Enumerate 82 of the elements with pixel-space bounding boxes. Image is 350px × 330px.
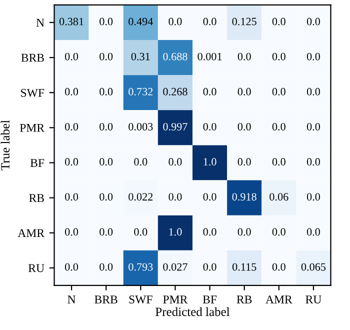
y-tick-label: N bbox=[36, 18, 44, 27]
data-label: 0.003 bbox=[128, 122, 153, 130]
data-label: 0.0 bbox=[272, 88, 286, 96]
data-label: 0.0 bbox=[100, 122, 113, 130]
y-tick-label: RB bbox=[29, 194, 44, 202]
data-label: 1.0 bbox=[169, 228, 182, 236]
data-label: 0.0 bbox=[306, 158, 320, 166]
data-label: 0.0 bbox=[100, 158, 113, 166]
y-tick-label: BF bbox=[30, 159, 44, 167]
data-label: 0.0 bbox=[65, 263, 78, 271]
data-label: 0.125 bbox=[232, 18, 256, 26]
data-label: 0.0 bbox=[100, 263, 113, 271]
data-label: 0.268 bbox=[163, 88, 188, 96]
data-label: 0.0 bbox=[272, 52, 286, 60]
data-label: 0.0 bbox=[168, 18, 182, 26]
data-label: 0.0 bbox=[65, 228, 78, 236]
data-label: 0.0 bbox=[100, 88, 113, 96]
data-label: 0.0 bbox=[100, 18, 113, 26]
data-label: 0.0 bbox=[65, 122, 78, 130]
data-label: 0.0 bbox=[272, 228, 286, 236]
data-label: 0.0 bbox=[168, 158, 182, 166]
data-label: 0.0 bbox=[272, 18, 286, 26]
y-tick-label: AMR bbox=[18, 229, 45, 237]
y-tick-label: SWF bbox=[21, 88, 44, 97]
data-label: 0.997 bbox=[163, 122, 188, 130]
x-axis-title: Predicted label bbox=[156, 307, 230, 316]
data-label: 0.0 bbox=[100, 52, 113, 60]
data-label: 0.0 bbox=[306, 122, 320, 130]
data-label: 0.0 bbox=[134, 228, 148, 236]
y-tick-label: BRB bbox=[21, 54, 44, 62]
data-label: 0.0 bbox=[65, 158, 78, 166]
data-label: 0.0 bbox=[100, 228, 113, 236]
data-label: 0.065 bbox=[301, 263, 326, 271]
x-tick-label: RB bbox=[236, 296, 252, 304]
data-label: 0.0 bbox=[272, 122, 286, 130]
y-axis-title: True label bbox=[0, 120, 10, 170]
x-tick-label: RU bbox=[306, 296, 322, 304]
data-label: 0.0 bbox=[272, 158, 286, 166]
y-tick-label: PMR bbox=[20, 124, 45, 132]
data-label: 0.0 bbox=[238, 52, 251, 60]
data-label: 0.0 bbox=[306, 88, 320, 96]
data-label: 0.494 bbox=[128, 18, 153, 26]
data-label: 0.0 bbox=[238, 228, 251, 236]
data-label: 1.0 bbox=[204, 158, 216, 166]
x-tick-label: SWF bbox=[129, 296, 152, 304]
x-tick-label: BF bbox=[202, 296, 217, 304]
data-label: 0.001 bbox=[198, 52, 222, 60]
data-label: 0.0 bbox=[203, 18, 216, 26]
data-label: 0.0 bbox=[306, 18, 320, 26]
data-label: 0.0 bbox=[203, 228, 216, 236]
data-label: 0.027 bbox=[163, 263, 188, 271]
data-label: 0.688 bbox=[163, 52, 188, 60]
data-label: 0.381 bbox=[59, 18, 84, 26]
data-label: 0.0 bbox=[168, 193, 182, 201]
x-tick-label: PMR bbox=[163, 296, 188, 304]
data-label: 0.0 bbox=[306, 228, 320, 236]
x-tick-label: BRB bbox=[94, 296, 118, 304]
data-label: 0.0 bbox=[238, 88, 251, 96]
y-tick-label: RU bbox=[28, 264, 44, 272]
x-tick-label: N bbox=[68, 296, 76, 304]
data-label: 0.0 bbox=[100, 193, 113, 201]
data-label: 0.0 bbox=[306, 52, 320, 60]
data-label: 0.115 bbox=[232, 263, 256, 271]
data-label: 0.0 bbox=[65, 52, 78, 60]
data-label: 0.0 bbox=[65, 88, 78, 96]
data-label: 0.0 bbox=[65, 193, 78, 201]
data-label: 0.0 bbox=[134, 158, 148, 166]
data-label: 0.732 bbox=[128, 88, 153, 96]
data-label: 0.0 bbox=[203, 122, 216, 130]
data-label: 0.793 bbox=[128, 263, 153, 271]
data-label: 0.0 bbox=[306, 193, 320, 201]
data-label: 0.0 bbox=[272, 263, 286, 271]
data-label: 0.022 bbox=[128, 193, 153, 201]
data-label: 0.06 bbox=[270, 193, 288, 201]
data-label: 0.918 bbox=[232, 193, 256, 201]
data-label: 0.0 bbox=[203, 263, 216, 271]
data-label: 0.0 bbox=[203, 88, 216, 96]
data-label: 0.31 bbox=[131, 52, 150, 60]
x-tick-label: AMR bbox=[266, 296, 292, 304]
data-label: 0.0 bbox=[238, 158, 251, 166]
data-label: 0.0 bbox=[203, 193, 216, 201]
data-label: 0.0 bbox=[238, 122, 251, 130]
